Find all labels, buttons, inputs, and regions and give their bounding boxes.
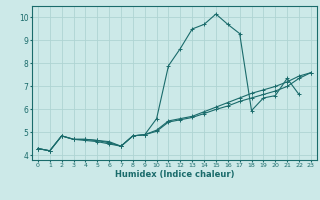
X-axis label: Humidex (Indice chaleur): Humidex (Indice chaleur) [115, 170, 234, 179]
